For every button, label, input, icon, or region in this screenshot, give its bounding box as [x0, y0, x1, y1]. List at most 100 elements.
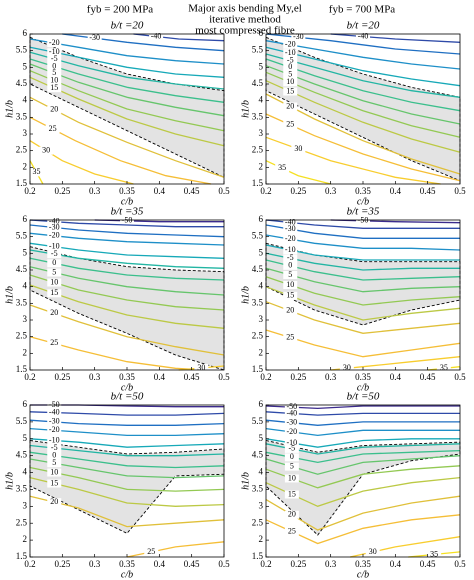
- contour-label-bg: [284, 444, 299, 453]
- contour-label: 25: [286, 332, 294, 341]
- contour-label-bg: [356, 216, 370, 225]
- panel-title: b/t =50: [111, 391, 144, 403]
- contour-label: 5: [288, 70, 292, 79]
- y-tick-label: 5: [259, 61, 264, 71]
- contour-label: -40: [49, 407, 60, 416]
- contour-label: -5: [51, 54, 58, 63]
- y-tick-label: 3: [259, 128, 264, 138]
- y-tick-label: 2.5: [252, 145, 264, 155]
- contour-line: [265, 58, 461, 112]
- x-tick-label: 0.2: [260, 186, 271, 196]
- contour-label-bg: [87, 34, 102, 43]
- contour-label: 35: [430, 549, 438, 558]
- contour-line: [265, 46, 461, 87]
- contour-label: 0: [290, 452, 294, 461]
- x-tick-label: 0.45: [420, 186, 436, 196]
- contour-line: [265, 449, 461, 464]
- y-axis-label: h1/b: [240, 100, 251, 118]
- contour-label-bg: [283, 87, 298, 96]
- x-tick-label: 0.4: [154, 372, 166, 382]
- contour-label: -10: [285, 245, 296, 254]
- contour-label: 5: [52, 267, 56, 276]
- contour-label: -30: [287, 418, 298, 427]
- contour-label-bg: [47, 459, 62, 468]
- contour-line: [29, 274, 225, 311]
- y-tick-label: 2: [23, 534, 28, 544]
- x-tick-label: 0.25: [54, 559, 70, 569]
- contour-label-bg: [47, 76, 62, 85]
- contour-label-bg: [149, 32, 164, 41]
- x-tick-label: 0.35: [355, 559, 371, 569]
- contour-line: [265, 301, 461, 334]
- x-tick-label: 0.45: [184, 372, 200, 382]
- contour-label: 20: [286, 306, 294, 315]
- y-tick-label: 5.5: [16, 45, 28, 55]
- contour-label-bg: [194, 364, 209, 372]
- contour-label: 20: [286, 101, 294, 110]
- contour-label: -5: [287, 253, 294, 262]
- contour-label: 30: [369, 547, 377, 556]
- contour-line: [265, 514, 461, 545]
- contour-label-bg: [47, 408, 62, 417]
- contour-line: [29, 46, 225, 78]
- contour-line: [265, 495, 461, 531]
- contour-line: [29, 476, 225, 507]
- contour-label-bg: [47, 468, 62, 477]
- contour-label: -5: [51, 443, 58, 452]
- contour-label-bg: [47, 84, 62, 93]
- contour-line: [265, 465, 461, 489]
- contour-label: 25: [288, 526, 296, 535]
- y-tick-label: 4: [23, 467, 28, 477]
- right-header: fyb = 700 MPa: [329, 4, 396, 16]
- y-tick-label: 3.5: [16, 484, 28, 494]
- y-tick-label: 3.5: [252, 111, 264, 121]
- y-tick-label: 1.5: [16, 364, 28, 374]
- y-tick-label: 3: [259, 314, 264, 324]
- contour-line: [265, 113, 461, 182]
- contour-line: [29, 224, 225, 238]
- contour-line: [265, 252, 460, 271]
- x-tick-label: 0.25: [290, 372, 306, 382]
- shaded-region: [29, 36, 225, 179]
- contour-label-bg: [47, 268, 62, 277]
- y-tick-label: 4: [259, 281, 264, 291]
- contour-line: [29, 257, 225, 281]
- y-tick-label: 4: [259, 467, 264, 477]
- y-tick-label: 3.5: [252, 484, 264, 494]
- contour-line: [29, 219, 224, 228]
- y-tick-label: 2.5: [252, 331, 264, 341]
- contour-label-bg: [284, 510, 299, 519]
- contour-label: -5: [289, 444, 296, 453]
- contour-line: [29, 63, 225, 117]
- y-tick-label: 3.5: [16, 297, 28, 307]
- shaded-region: [29, 246, 225, 371]
- contour-label-bg: [47, 339, 62, 348]
- x-axis-label: c/b: [357, 569, 369, 580]
- x-tick-label: 0.4: [154, 559, 166, 569]
- x-tick-label: 0.45: [420, 372, 436, 382]
- contour-label: 0: [288, 62, 292, 71]
- contour-label: 0: [288, 261, 292, 270]
- contour-label: 20: [50, 105, 58, 114]
- contour-label: 20: [50, 497, 58, 506]
- x-tick-label: 0.3: [325, 186, 337, 196]
- y-tick-label: 3: [23, 314, 28, 324]
- contour-label-bg: [47, 498, 62, 507]
- contour-label: 5: [290, 461, 294, 470]
- contour-line: [29, 284, 225, 329]
- contour-label: -50: [49, 400, 60, 409]
- contour-label: -10: [287, 438, 298, 447]
- contour-label-bg: [291, 33, 306, 42]
- contour-label: -30: [49, 222, 60, 231]
- contour-label-bg: [47, 259, 62, 268]
- contour-line: [29, 76, 225, 147]
- y-tick-label: 3: [23, 500, 28, 510]
- contour-line: [265, 244, 460, 261]
- y-tick-label: 3.5: [252, 297, 264, 307]
- contour-line: [29, 96, 225, 178]
- contour-label-bg: [284, 418, 299, 427]
- center-header: most compressed fibre: [195, 25, 295, 37]
- panel-title: b/t =35: [111, 206, 144, 218]
